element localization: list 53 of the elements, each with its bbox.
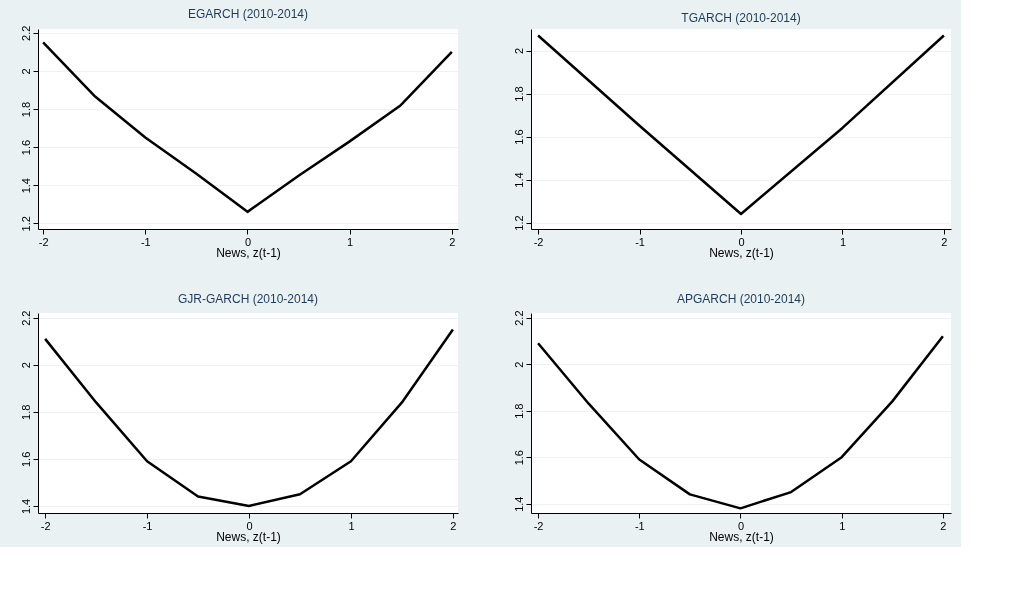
y-tick-label: 2 [19,68,32,75]
line-series [536,335,945,510]
x-tick-label: 1 [839,519,846,532]
x-axis-title: News, z(t-1) [709,529,774,544]
y-tick-label: 1.4 [512,496,525,512]
x-axis-title: News, z(t-1) [216,529,281,544]
y-tick-label: 1.6 [512,450,525,466]
x-tick-label: -1 [634,519,645,532]
x-tick-label: 2 [941,235,948,248]
y-tick-label: 1.4 [512,172,525,188]
x-tick-label: -2 [533,519,544,532]
y-tick-label: 1.4 [19,178,32,194]
x-tick-label: 0 [737,519,745,532]
y-tick-label: 1.8 [19,404,32,420]
chart-title: TGARCH (2010-2014) [681,11,801,25]
x-tick-label: 2 [449,235,456,248]
y-tick-label: 1.8 [19,101,32,118]
x-axis-title: News, z(t-1) [216,245,281,260]
x-tick-label: -2 [40,519,51,532]
y-tick-label: 2.2 [19,25,32,41]
x-tick-label: 1 [348,519,355,532]
x-tick-label: 0 [738,235,745,248]
y-tick-label: 1.4 [19,498,32,515]
x-tick-label: -1 [142,519,153,532]
line-series [536,34,946,216]
x-tick-label: -1 [140,235,151,248]
y-tick-label: 2 [512,361,525,368]
chart-title: GJR-GARCH (2010-2014) [177,292,319,307]
x-tick-label: -2 [38,235,49,248]
x-tick-label: 2 [940,519,947,532]
x-tick-label: 2 [450,519,457,532]
y-tick-label: 1.8 [512,403,525,419]
chart-title: APGARCH (2010-2014) [676,292,806,307]
y-tick-label: 2 [19,362,32,369]
line-series [41,41,454,214]
y-tick-label: 2.2 [512,310,525,326]
line-series [43,328,455,508]
x-tick-label: 0 [244,235,252,248]
y-tick-label: 2.2 [19,310,32,326]
x-tick-label: -1 [635,235,645,248]
y-tick-label: 1.6 [512,129,525,145]
x-tick-label: 0 [246,519,253,532]
x-tick-label: 1 [839,235,847,248]
x-axis-title: News, z(t-1) [709,245,774,260]
y-tick-label: 1.8 [512,86,525,102]
y-tick-label: 1.6 [19,451,32,468]
y-tick-label: 2 [512,47,525,55]
x-tick-label: -2 [533,235,544,248]
y-tick-label: 1.2 [19,216,32,232]
x-tick-label: 1 [347,235,354,248]
chart-title: EGARCH (2010-2014) [187,7,309,22]
y-tick-label: 1.2 [512,215,525,231]
y-tick-label: 1.6 [19,139,32,156]
